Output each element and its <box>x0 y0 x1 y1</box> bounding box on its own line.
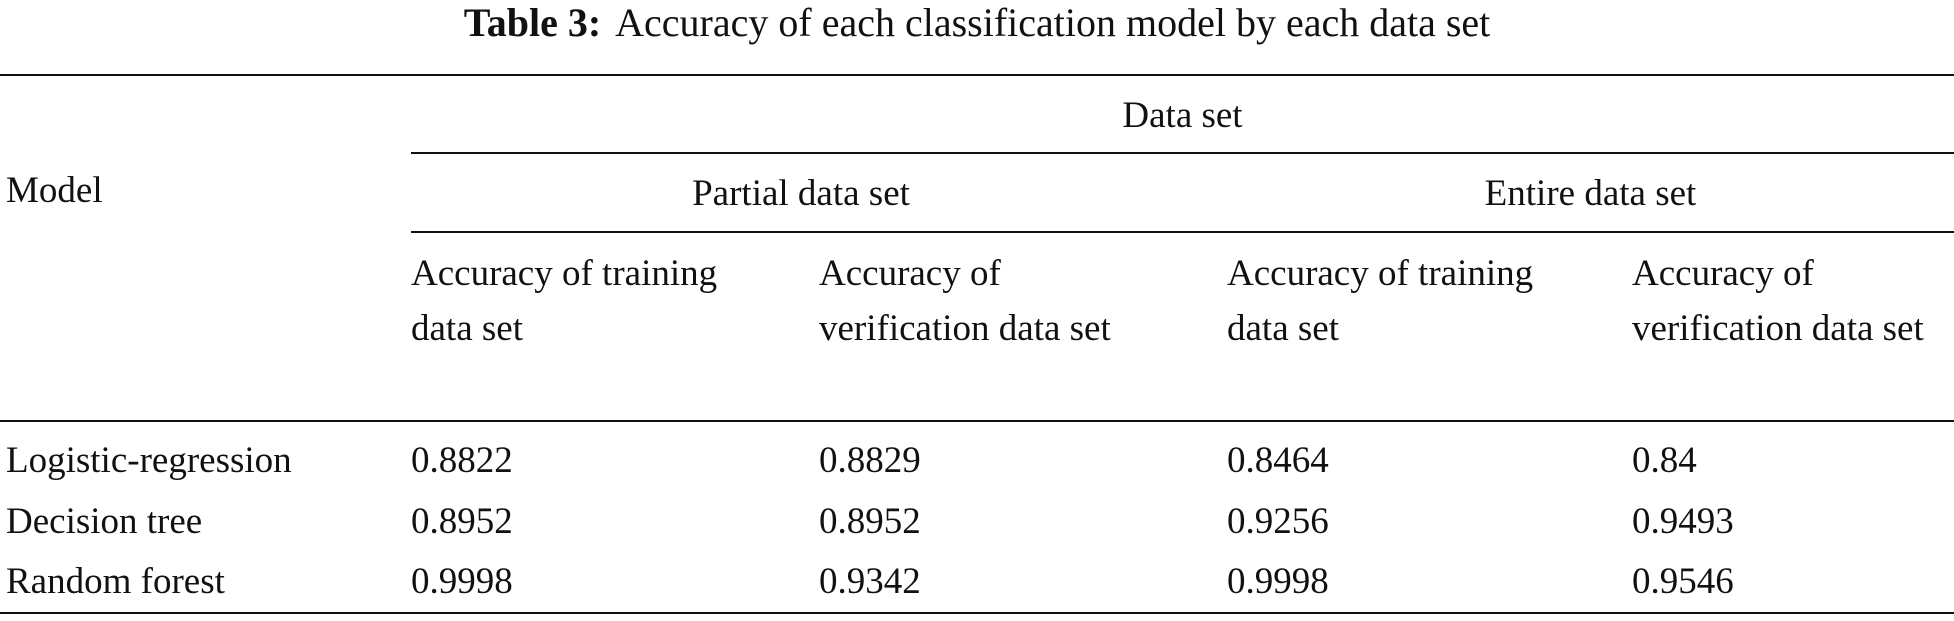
cell: 0.8829 <box>819 440 921 481</box>
cell: 0.9493 <box>1632 501 1734 542</box>
cell: 0.8952 <box>819 501 921 542</box>
row-label: Logistic-regression <box>6 440 292 481</box>
bottom-rule <box>0 612 1954 614</box>
row-label: Random forest <box>6 561 225 602</box>
cell: 0.9998 <box>411 561 513 602</box>
title-label: Table 3: <box>463 0 602 45</box>
column-header: Accuracy of verification data set <box>1632 253 1924 349</box>
top-rule <box>0 74 1954 76</box>
column-header: Accuracy of training data set <box>1227 253 1534 349</box>
cell: 0.8822 <box>411 440 513 481</box>
row-label: Decision tree <box>6 501 203 542</box>
model-header: Model <box>6 170 103 211</box>
data-set-header: Data set <box>1122 95 1243 136</box>
title-text: Accuracy of each classification model by… <box>615 0 1491 45</box>
cell: 0.9342 <box>819 561 921 602</box>
column-header: Accuracy of verification data set <box>819 253 1111 349</box>
column-rule <box>411 231 1954 233</box>
group-rule <box>411 152 1954 154</box>
column-header: Accuracy of training data set <box>411 253 718 349</box>
cell: 0.9998 <box>1227 561 1329 602</box>
cell: 0.9256 <box>1227 501 1329 542</box>
group-header: Entire data set <box>1484 173 1697 214</box>
table-title: Table 3: Accuracy of each classification … <box>0 0 1954 46</box>
cell: 0.9546 <box>1632 561 1734 602</box>
cell: 0.8952 <box>411 501 513 542</box>
header-rule <box>0 420 1954 422</box>
group-header: Partial data set <box>692 173 910 214</box>
cell: 0.84 <box>1632 440 1697 481</box>
cell: 0.8464 <box>1227 440 1329 481</box>
